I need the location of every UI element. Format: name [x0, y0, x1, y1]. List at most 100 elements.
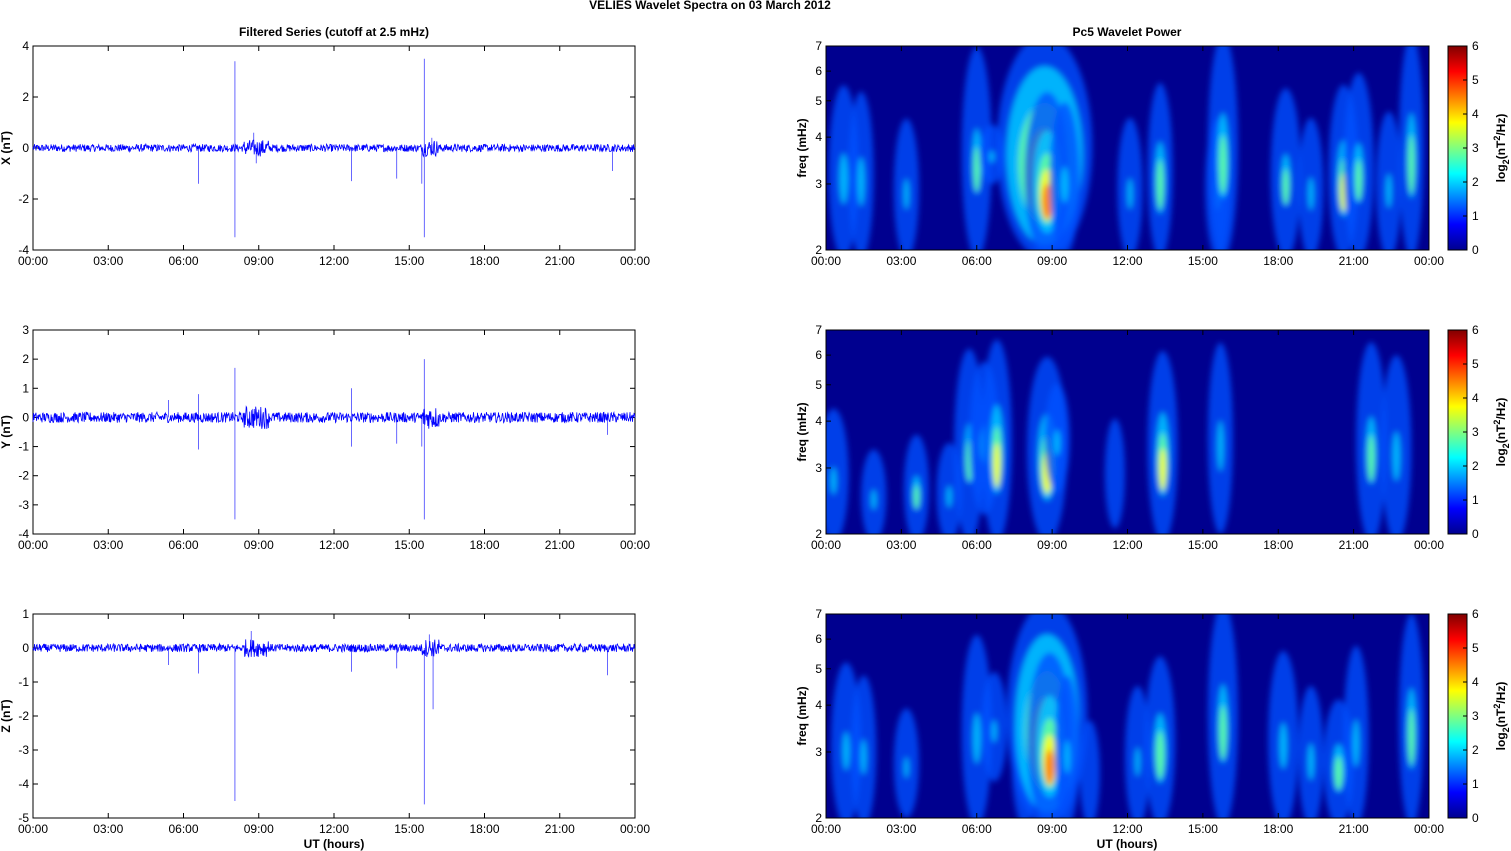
x-tick-label: 03:00	[886, 254, 916, 268]
power-blob	[946, 485, 952, 508]
y-tick-label: 7	[815, 607, 822, 621]
y-tick-label: 3	[815, 745, 822, 759]
x-tick-label: 21:00	[545, 822, 575, 836]
colorbar-label-part: 2	[1501, 727, 1511, 732]
power-blob	[1042, 183, 1052, 220]
y-tick-label: 0	[22, 641, 29, 655]
y-tick-label: -4	[18, 527, 29, 541]
colorbar-tick-label: 4	[1472, 675, 1479, 689]
x-tick-label: 09:00	[1037, 538, 1067, 552]
x-tick-label: 00:00	[811, 254, 841, 268]
x-tick-label: 00:00	[620, 822, 650, 836]
y-tick-label: 1	[22, 607, 29, 621]
colorbar-label-part: log	[1494, 448, 1508, 466]
colorbar-label: log2(nT2/Hz)	[1492, 114, 1511, 183]
y-tick-label: 2	[22, 352, 29, 366]
power-blob	[903, 178, 910, 210]
colorbar-tick-label: 5	[1472, 641, 1479, 655]
x-tick-label: 00:00	[620, 538, 650, 552]
y-axis-label: freq (mHz)	[795, 402, 809, 461]
y-axis-label: freq (mHz)	[795, 686, 809, 745]
y-tick-label: 3	[815, 461, 822, 475]
power-blob	[830, 467, 837, 495]
y-tick-label: -2	[18, 192, 29, 206]
power-blob	[1355, 159, 1362, 201]
y-tick-label: 6	[815, 348, 822, 362]
colorbar-tick-label: 3	[1472, 141, 1479, 155]
power-blob	[1044, 749, 1055, 786]
power-blob	[973, 147, 980, 192]
power-blob	[991, 720, 997, 743]
colorbar-tick-label: 3	[1472, 425, 1479, 439]
power-blob	[1408, 709, 1415, 765]
y-tick-label: 4	[815, 698, 822, 712]
y-tick-label: 6	[815, 632, 822, 646]
colorbar-tick-label: 6	[1472, 323, 1479, 337]
x-tick-label: 21:00	[545, 538, 575, 552]
x-tick-label: 06:00	[168, 254, 198, 268]
plot-area-y	[32, 329, 636, 535]
y-axis-label: freq (mHz)	[795, 118, 809, 177]
colorbar-tick-label: 2	[1472, 743, 1479, 757]
y-axis-label: Y (nT)	[0, 415, 13, 449]
y-tick-label: 3	[815, 177, 822, 191]
y-tick-label: 5	[815, 662, 822, 676]
x-tick-label: 18:00	[469, 538, 499, 552]
y-tick-label: -3	[18, 743, 29, 757]
x-tick-label: 09:00	[244, 538, 274, 552]
power-blob	[1279, 722, 1288, 769]
x-tick-label: 18:00	[1263, 254, 1293, 268]
y-tick-label: -2	[18, 469, 29, 483]
x-tick-label: 03:00	[886, 822, 916, 836]
colorbar-label-part: 2	[1501, 443, 1511, 448]
x-tick-label: 12:00	[1112, 254, 1142, 268]
y-tick-label: 4	[815, 130, 822, 144]
y-tick-label: -3	[18, 498, 29, 512]
power-blob	[989, 150, 995, 163]
x-tick-label: 12:00	[319, 538, 349, 552]
y-tick-label: 4	[22, 39, 29, 53]
y-tick-label: 7	[815, 323, 822, 337]
power-blob	[1155, 730, 1165, 779]
y-tick-label: 2	[22, 90, 29, 104]
colorbar-tick-label: 1	[1472, 209, 1479, 223]
x-tick-label: 12:00	[319, 822, 349, 836]
x-tick-label: 00:00	[1414, 822, 1444, 836]
power-blob	[1134, 747, 1141, 777]
y-tick-label: 3	[22, 323, 29, 337]
x-tick-label: 03:00	[93, 538, 123, 552]
y-tick-label: 5	[815, 378, 822, 392]
y-tick-label: 2	[815, 243, 822, 257]
colorbar-label-part: 2	[1501, 159, 1511, 164]
colorbar-tick-label: 6	[1472, 39, 1479, 53]
x-tick-label: 21:00	[1339, 538, 1369, 552]
x-tick-label: 15:00	[394, 254, 424, 268]
power-blob	[1156, 159, 1164, 210]
x-tick-label: 09:00	[1037, 254, 1067, 268]
power-blob	[972, 712, 981, 764]
power-blob	[1217, 420, 1224, 472]
colorbar-tick-label: 4	[1472, 107, 1479, 121]
power-blob	[826, 408, 849, 534]
x-tick-label: 00:00	[1414, 254, 1444, 268]
trace-z	[32, 639, 636, 658]
colorbar-label-part: 2	[1492, 136, 1502, 141]
power-blob	[1061, 166, 1069, 203]
colorbar-tick-label: 0	[1472, 811, 1479, 825]
colorbar-tick-label: 6	[1472, 607, 1479, 621]
colorbar-tick-label: 4	[1472, 391, 1479, 405]
y-tick-label: 5	[815, 94, 822, 108]
y-tick-label: -2	[18, 709, 29, 723]
y-tick-label: 2	[815, 811, 822, 825]
x-tick-label: 00:00	[811, 538, 841, 552]
colorbar-tick-label: 1	[1472, 493, 1479, 507]
power-blob	[1079, 720, 1100, 818]
x-tick-label: 06:00	[168, 822, 198, 836]
right-column-title: Pc5 Wavelet Power	[1073, 25, 1182, 39]
trace-y	[32, 405, 636, 429]
x-tick-label: 18:00	[469, 822, 499, 836]
y-tick-label: 1	[22, 381, 29, 395]
x-tick-label: 00:00	[18, 538, 48, 552]
x-tick-label: 06:00	[168, 538, 198, 552]
